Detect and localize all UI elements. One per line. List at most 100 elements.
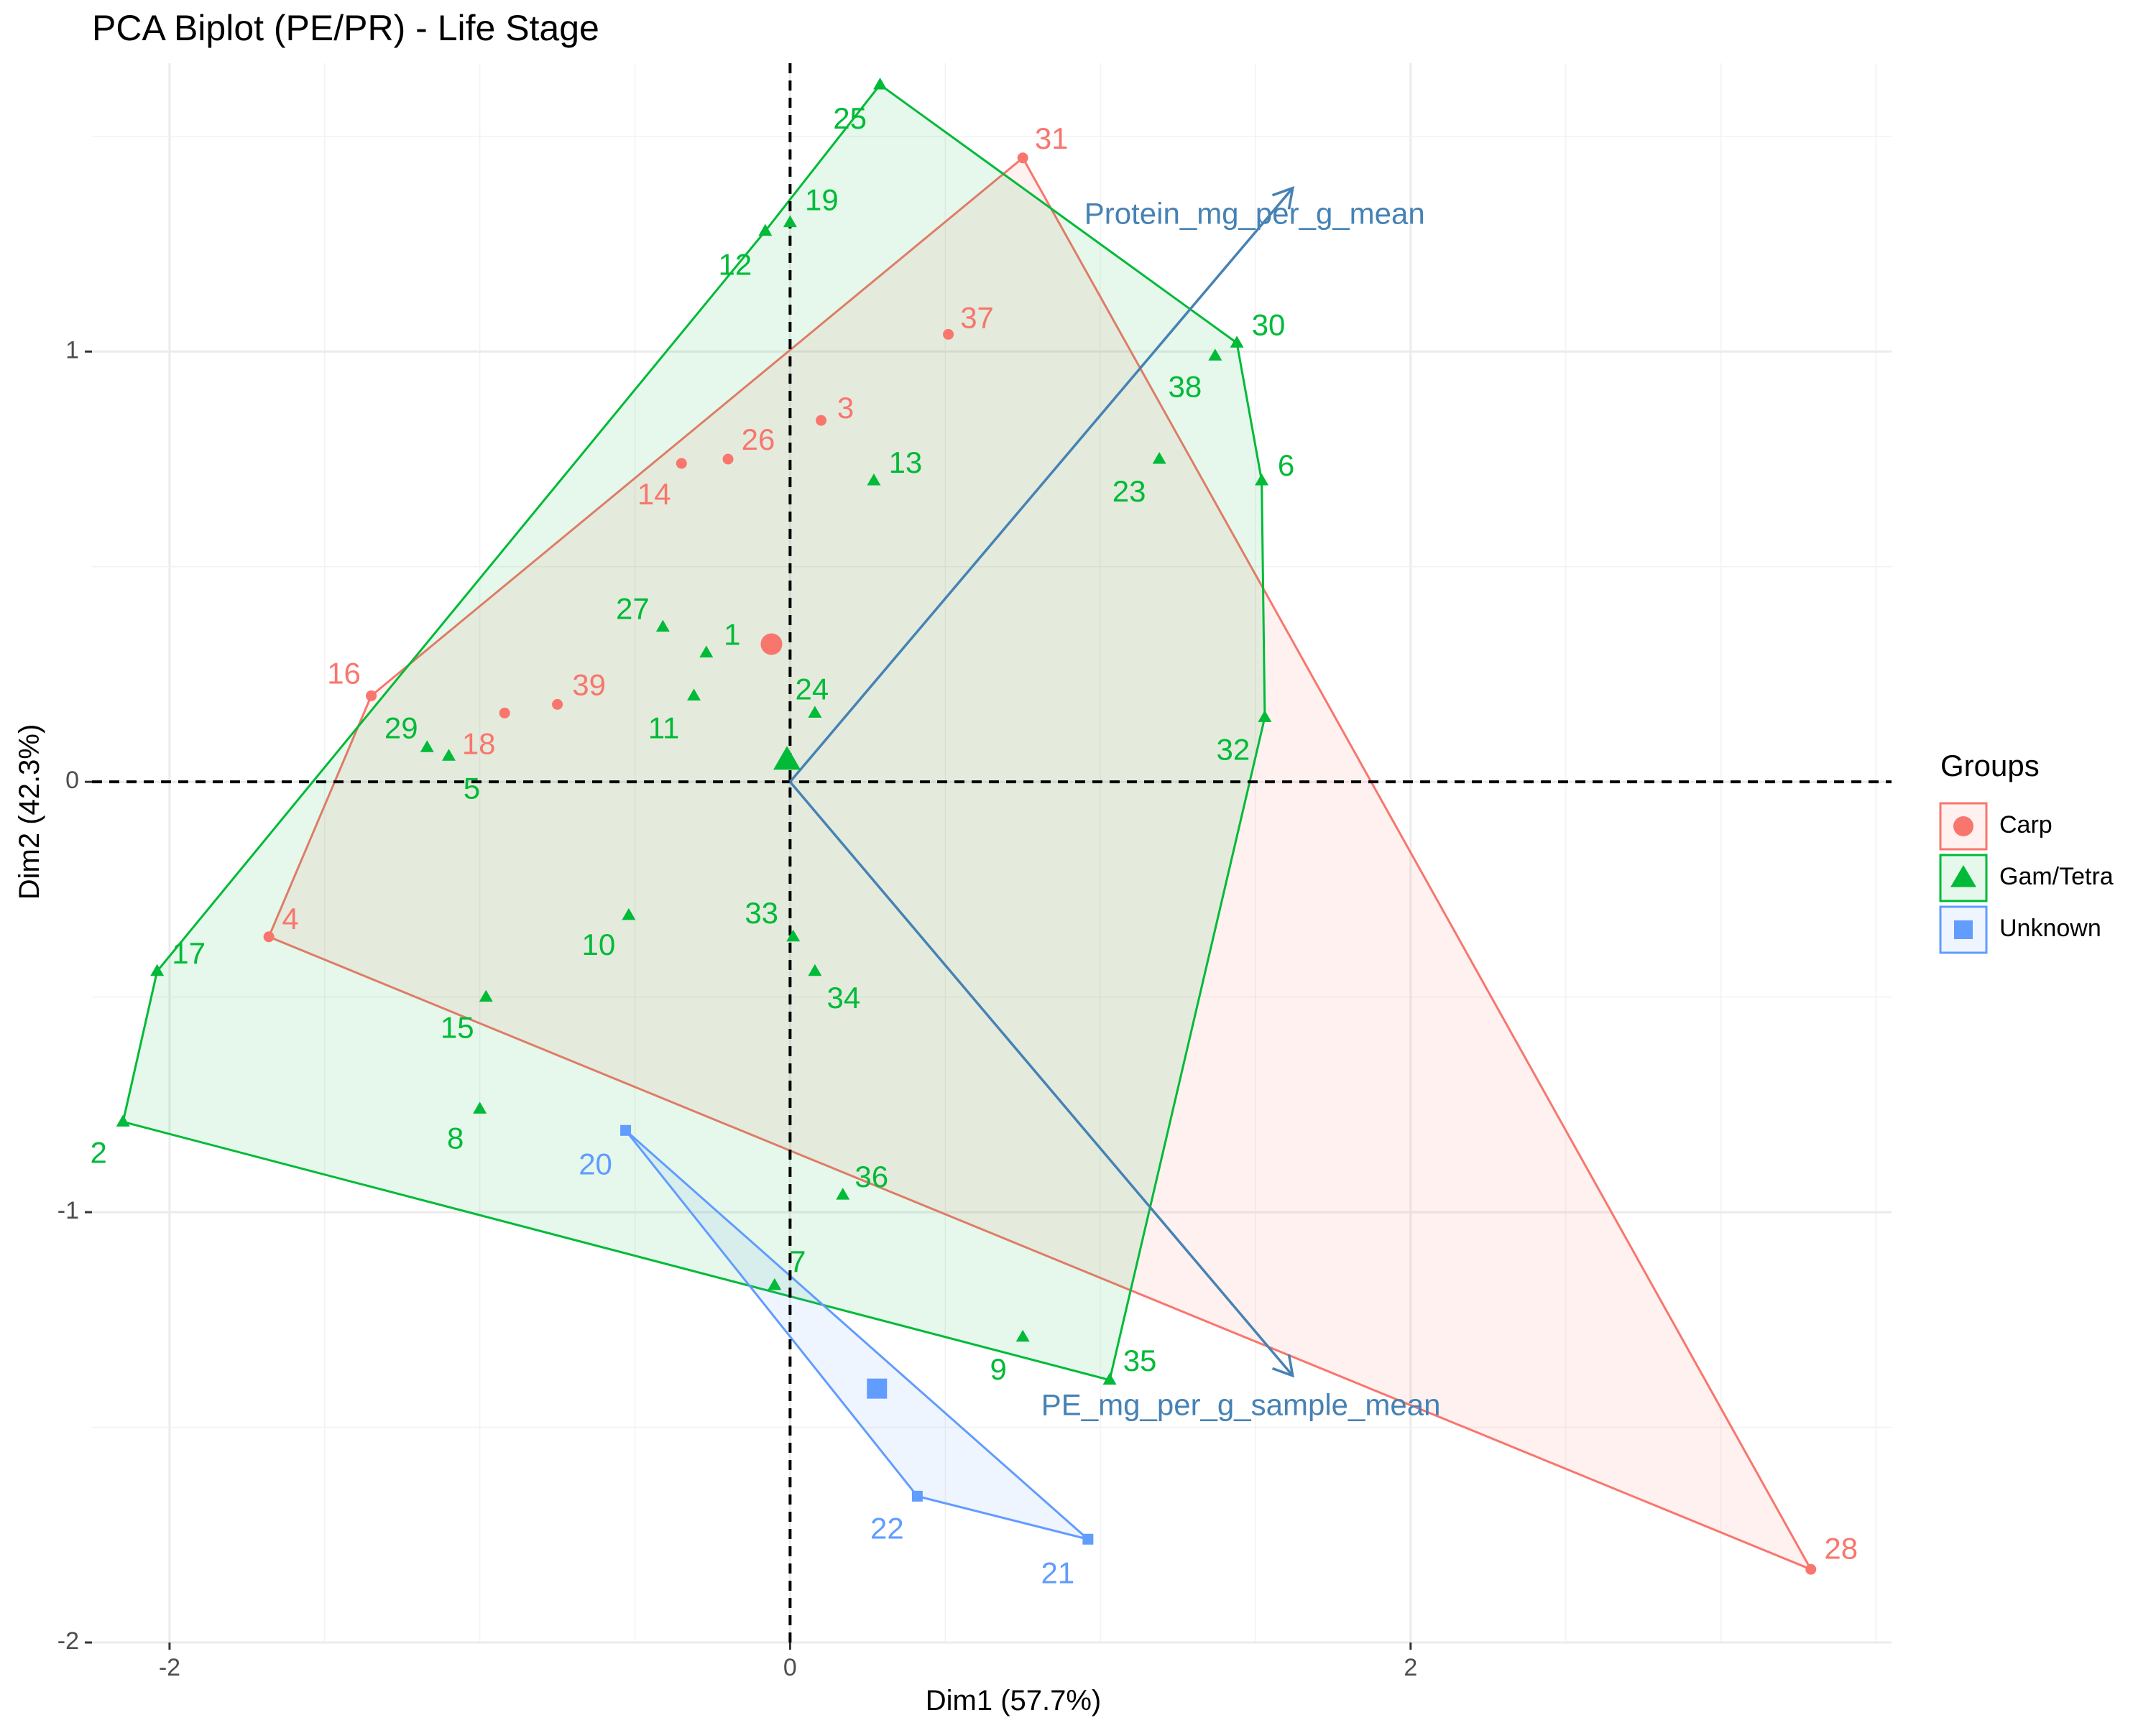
point-label: 38 — [1168, 369, 1202, 403]
y-axis-title: Dim2 (42.3%) — [14, 724, 45, 900]
point-label: 34 — [827, 981, 861, 1015]
point-label: 1 — [724, 618, 740, 652]
point-label: 17 — [172, 936, 206, 970]
point-gam-tetra — [1258, 710, 1272, 722]
legend-marker — [1953, 816, 1973, 836]
y-tick-label: -2 — [57, 1627, 79, 1655]
point-gam-tetra — [786, 929, 801, 942]
y-tick-label: -1 — [57, 1197, 79, 1224]
arrow-head — [1271, 186, 1295, 210]
point-gam-tetra — [1015, 1329, 1030, 1342]
point-label: 19 — [805, 183, 839, 217]
point-label: 12 — [718, 248, 752, 282]
centroid-gam-tetra — [773, 746, 801, 770]
point-label: 37 — [960, 300, 994, 334]
point-label: 22 — [870, 1511, 904, 1545]
hull-unknown — [625, 1129, 1089, 1540]
point-label: 14 — [637, 477, 671, 511]
points-layer — [116, 77, 1817, 1575]
point-gam-tetra — [420, 740, 434, 752]
axes-layer: -2 0 2 -2 -1 0 1 — [57, 336, 1418, 1681]
point-label: 13 — [889, 445, 923, 479]
legend-title: Groups — [1940, 749, 2040, 782]
point-label: 3 — [837, 391, 854, 425]
point-label: 21 — [1041, 1556, 1074, 1589]
point-label: 30 — [1252, 308, 1286, 341]
legend-marker — [1950, 865, 1976, 887]
point-carp — [943, 328, 954, 340]
point-label: 2 — [90, 1135, 106, 1169]
x-tick-label: 0 — [783, 1654, 797, 1681]
point-label: 27 — [616, 592, 650, 626]
point-label: 28 — [1824, 1531, 1858, 1565]
point-label: 20 — [579, 1147, 612, 1181]
x-axis-title: Dim1 (57.7%) — [926, 1685, 1102, 1717]
point-carp — [1017, 152, 1028, 164]
point-label: 8 — [447, 1121, 464, 1155]
point-gam-tetra — [758, 223, 773, 236]
point-label: 24 — [796, 672, 829, 706]
point-gam-tetra — [808, 964, 822, 976]
point-label: 18 — [462, 726, 496, 760]
legend-label: Gam/Tetra — [1999, 863, 2114, 890]
point-gam-tetra — [699, 645, 714, 658]
centroid-carp — [760, 633, 783, 655]
chart-title: PCA Biplot (PE/PR) - Life Stage — [92, 8, 599, 48]
point-gam-tetra — [768, 1277, 782, 1290]
point-gam-tetra — [873, 77, 888, 90]
point-gam-tetra — [867, 473, 881, 486]
y-tick-label: 0 — [65, 767, 79, 794]
point-label: 5 — [464, 771, 480, 805]
legend: Groups Carp Gam/Tetra Unknown — [1939, 749, 2114, 954]
y-tick-label: 1 — [65, 336, 79, 364]
legend-marker — [1954, 920, 1973, 939]
point-gam-tetra — [687, 688, 701, 701]
point-label: 26 — [742, 422, 775, 456]
point-label: 33 — [745, 896, 778, 930]
point-unknown — [911, 1490, 923, 1502]
point-gam-tetra — [473, 1101, 487, 1114]
point-label: 31 — [1035, 121, 1069, 155]
point-gam-tetra — [1255, 473, 1269, 486]
arrow-shaft — [789, 187, 1294, 783]
point-carp — [366, 690, 377, 701]
point-label: 29 — [384, 711, 418, 744]
centroid-unknown — [867, 1378, 888, 1399]
point-label: 16 — [327, 656, 361, 690]
point-gam-tetra — [836, 1188, 850, 1200]
point-label: 36 — [854, 1160, 888, 1193]
arrow-label: Protein_mg_per_g_mean — [1084, 197, 1425, 231]
point-gam-tetra — [479, 989, 493, 1002]
point-carp — [1805, 1563, 1817, 1575]
arrow-shaft — [789, 781, 1294, 1377]
point-gam-tetra — [808, 706, 822, 718]
point-gam-tetra — [1208, 348, 1222, 361]
point-carp — [722, 453, 734, 465]
point-carp — [552, 698, 563, 710]
point-gam-tetra — [1102, 1372, 1117, 1385]
grid-layer — [92, 63, 1892, 1644]
point-carp — [816, 415, 827, 426]
point-label: 15 — [441, 1011, 474, 1045]
point-gam-tetra — [622, 907, 636, 920]
point-gam-tetra — [1230, 336, 1244, 348]
point-unknown — [1082, 1533, 1094, 1545]
point-gam-tetra — [655, 619, 670, 632]
point-label: 9 — [990, 1352, 1006, 1386]
point-label: 11 — [648, 711, 680, 744]
point-carp — [263, 931, 275, 943]
point-gam-tetra — [116, 1114, 130, 1127]
point-unknown — [620, 1124, 632, 1136]
point-label: 32 — [1217, 732, 1250, 766]
point-label: 35 — [1123, 1344, 1157, 1377]
point-gam-tetra — [150, 964, 165, 976]
legend-label: Carp — [1999, 811, 2053, 838]
point-gam-tetra — [1152, 451, 1166, 464]
reference-lines — [92, 63, 1892, 1642]
x-tick-label: 2 — [1404, 1654, 1417, 1681]
point-label: 10 — [582, 928, 616, 961]
point-label: 7 — [789, 1244, 806, 1278]
